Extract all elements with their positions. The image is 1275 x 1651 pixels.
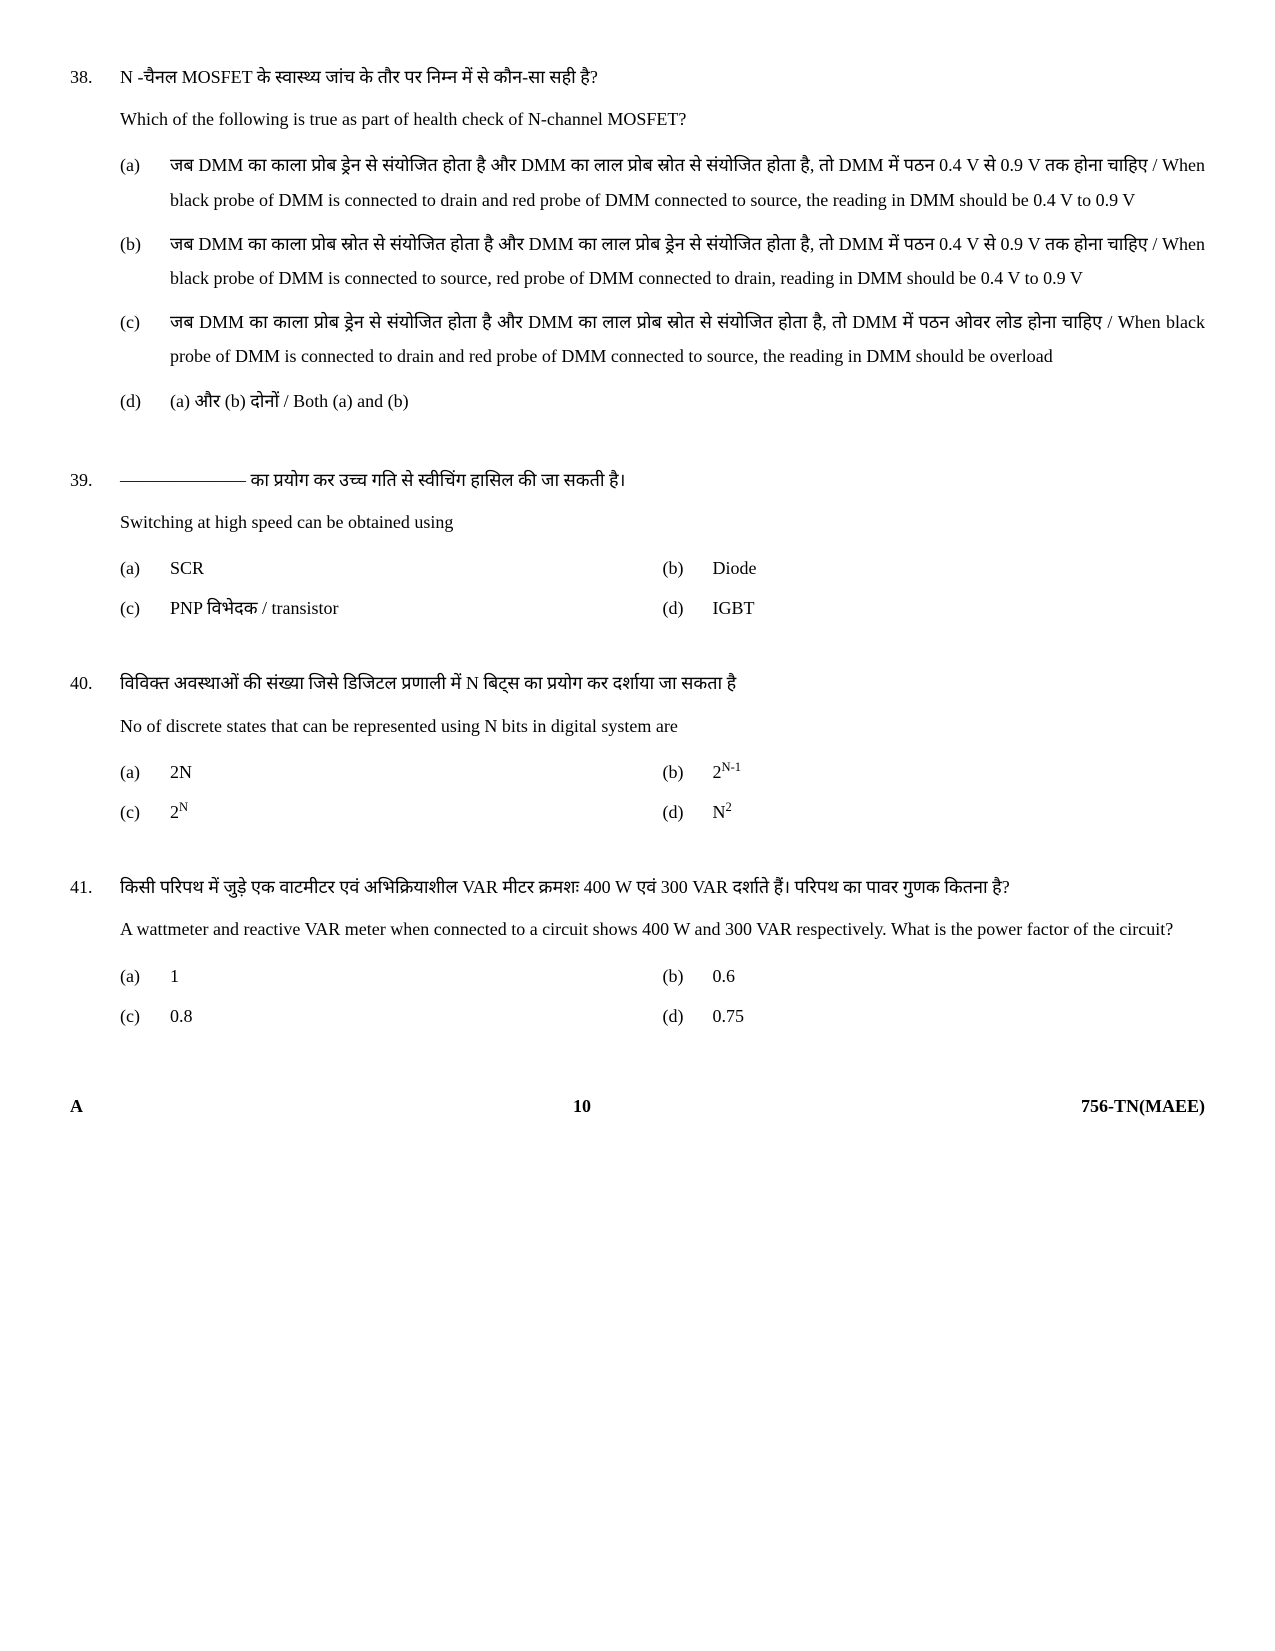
- option-text: जब DMM का काला प्रोब स्रोत से संयोजित हो…: [170, 227, 1205, 295]
- footer-center: 10: [573, 1089, 591, 1123]
- footer-left: A: [70, 1089, 83, 1123]
- options-container: (a)1(b)0.6(c)0.8(d)0.75: [120, 959, 1205, 1039]
- option-text: (a) और (b) दोनों / Both (a) and (b): [170, 384, 1205, 418]
- option-label: (a): [120, 148, 170, 182]
- option: (d)IGBT: [663, 591, 1206, 625]
- question: 39.——————— का प्रयोग कर उच्च गति से स्वी…: [70, 463, 1205, 632]
- option-label: (b): [663, 551, 713, 585]
- option: (c)PNP विभेदक / transistor: [120, 591, 663, 625]
- option: (d)(a) और (b) दोनों / Both (a) and (b): [120, 384, 1205, 418]
- question-number: 40.: [70, 666, 120, 700]
- option: (c)0.8: [120, 999, 663, 1033]
- option-text: 1: [170, 959, 663, 993]
- question: 38.N -चैनल MOSFET के स्वास्थ्य जांच के त…: [70, 60, 1205, 428]
- questions-container: 38.N -चैनल MOSFET के स्वास्थ्य जांच के त…: [70, 60, 1205, 1039]
- footer-right: 756-TN(MAEE): [1081, 1089, 1205, 1123]
- question-text-hindi: ——————— का प्रयोग कर उच्च गति से स्वीचिं…: [120, 463, 1205, 497]
- option: (d)0.75: [663, 999, 1206, 1033]
- option-label: (d): [663, 591, 713, 625]
- option-text: 2N: [170, 795, 663, 829]
- page-footer: A 10 756-TN(MAEE): [70, 1089, 1205, 1123]
- question-text-hindi: विविक्त अवस्थाओं की संख्या जिसे डिजिटल प…: [120, 666, 1205, 700]
- option-text: 0.75: [713, 999, 1206, 1033]
- option: (b)0.6: [663, 959, 1206, 993]
- option-text: जब DMM का काला प्रोब ड्रेन से संयोजित हो…: [170, 305, 1205, 373]
- option: (a)SCR: [120, 551, 663, 585]
- option-text: IGBT: [713, 591, 1206, 625]
- question-text-hindi: किसी परिपथ में जुड़े एक वाटमीटर एवं अभिक…: [120, 870, 1205, 904]
- question-body: ——————— का प्रयोग कर उच्च गति से स्वीचिं…: [120, 463, 1205, 632]
- option-text: 2N: [170, 755, 663, 789]
- option: (c)जब DMM का काला प्रोब ड्रेन से संयोजित…: [120, 305, 1205, 373]
- option-text: SCR: [170, 551, 663, 585]
- option: (a)1: [120, 959, 663, 993]
- question-number: 39.: [70, 463, 120, 497]
- option-label: (c): [120, 795, 170, 829]
- option-label: (b): [663, 755, 713, 789]
- question-text-english: Which of the following is true as part o…: [120, 102, 1205, 136]
- option-label: (a): [120, 755, 170, 789]
- option-label: (a): [120, 959, 170, 993]
- option-text: PNP विभेदक / transistor: [170, 591, 663, 625]
- option: (b)जब DMM का काला प्रोब स्रोत से संयोजित…: [120, 227, 1205, 295]
- option-text: Diode: [713, 551, 1206, 585]
- question-number: 38.: [70, 60, 120, 94]
- option-text: 0.6: [713, 959, 1206, 993]
- question-body: विविक्त अवस्थाओं की संख्या जिसे डिजिटल प…: [120, 666, 1205, 835]
- option: (b)Diode: [663, 551, 1206, 585]
- question-number: 41.: [70, 870, 120, 904]
- option-label: (d): [663, 795, 713, 829]
- option-label: (b): [663, 959, 713, 993]
- options-container: (a)जब DMM का काला प्रोब ड्रेन से संयोजित…: [120, 148, 1205, 417]
- option: (a)जब DMM का काला प्रोब ड्रेन से संयोजित…: [120, 148, 1205, 216]
- option-text: 2N-1: [713, 755, 1206, 789]
- option: (a)2N: [120, 755, 663, 789]
- option-label: (d): [120, 384, 170, 418]
- question-body: N -चैनल MOSFET के स्वास्थ्य जांच के तौर …: [120, 60, 1205, 428]
- question: 41.किसी परिपथ में जुड़े एक वाटमीटर एवं अ…: [70, 870, 1205, 1039]
- option-text: जब DMM का काला प्रोब ड्रेन से संयोजित हो…: [170, 148, 1205, 216]
- question: 40.विविक्त अवस्थाओं की संख्या जिसे डिजिट…: [70, 666, 1205, 835]
- option: (d)N2: [663, 795, 1206, 829]
- option: (c)2N: [120, 795, 663, 829]
- option: (b)2N-1: [663, 755, 1206, 789]
- question-text-english: A wattmeter and reactive VAR meter when …: [120, 912, 1205, 946]
- option-label: (c): [120, 999, 170, 1033]
- option-label: (c): [120, 305, 170, 339]
- option-label: (b): [120, 227, 170, 261]
- question-text-english: No of discrete states that can be repres…: [120, 709, 1205, 743]
- option-text: 0.8: [170, 999, 663, 1033]
- option-label: (d): [663, 999, 713, 1033]
- question-text-english: Switching at high speed can be obtained …: [120, 505, 1205, 539]
- question-body: किसी परिपथ में जुड़े एक वाटमीटर एवं अभिक…: [120, 870, 1205, 1039]
- option-label: (c): [120, 591, 170, 625]
- option-text: N2: [713, 795, 1206, 829]
- options-container: (a)SCR(b)Diode(c)PNP विभेदक / transistor…: [120, 551, 1205, 631]
- options-container: (a)2N(b)2N-1(c)2N(d)N2: [120, 755, 1205, 835]
- question-text-hindi: N -चैनल MOSFET के स्वास्थ्य जांच के तौर …: [120, 60, 1205, 94]
- option-label: (a): [120, 551, 170, 585]
